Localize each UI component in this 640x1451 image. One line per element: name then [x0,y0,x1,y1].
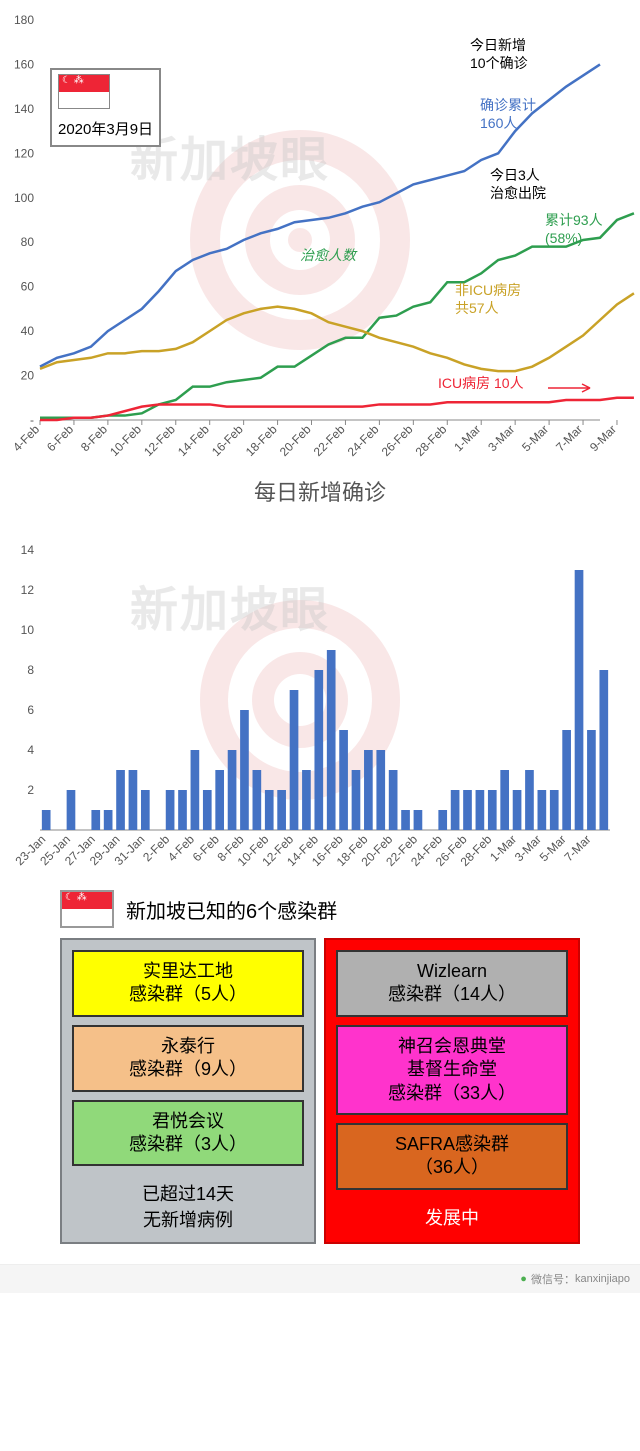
flag-icon: ☾ ⁂ [58,74,110,109]
svg-text:6-Feb: 6-Feb [190,832,222,864]
svg-text:4-Feb: 4-Feb [10,422,42,454]
svg-text:7-Mar: 7-Mar [561,832,593,864]
svg-text:9-Mar: 9-Mar [587,422,619,454]
svg-text:22-Feb: 22-Feb [311,422,348,459]
svg-text:今日新增: 今日新增 [470,37,526,53]
svg-text:160人: 160人 [480,115,517,131]
clusters-title: 新加坡已知的6个感染群 [126,895,337,924]
svg-text:60: 60 [21,280,35,294]
svg-text:140: 140 [14,102,34,116]
svg-text:6: 6 [27,703,34,717]
svg-text:10: 10 [21,623,35,637]
cluster-box: 实里达工地感染群（5人） [72,950,304,1017]
cluster-box: SAFRA感染群（36人） [336,1123,568,1190]
svg-text:20: 20 [21,369,35,383]
svg-text:2: 2 [27,783,34,797]
svg-text:今日3人: 今日3人 [490,167,540,183]
cluster-footer: 已超过14天无新增病例 [72,1174,304,1232]
svg-text:26-Feb: 26-Feb [379,422,416,459]
cluster-box: 永泰行感染群（9人） [72,1025,304,1092]
cluster-footer: 发展中 [336,1198,568,1230]
svg-text:非ICU病房: 非ICU病房 [455,282,521,298]
svg-text:4-Feb: 4-Feb [165,832,197,864]
clusters-panel: ☾ ⁂ 新加坡已知的6个感染群 实里达工地感染群（5人） 永泰行感染群（9人） 君悦… [0,890,640,1264]
svg-text:5-Mar: 5-Mar [519,422,551,454]
svg-text:180: 180 [14,13,34,27]
svg-text:2-Feb: 2-Feb [140,832,172,864]
svg-text:24-Feb: 24-Feb [345,422,382,459]
cluster-box: Wizlearn感染群（14人） [336,950,568,1017]
svg-text:1-Mar: 1-Mar [487,832,519,864]
bar-chart-svg: 每日新增确诊246810121423-Jan25-Jan27-Jan29-Jan… [0,470,640,890]
svg-text:12: 12 [21,583,35,597]
svg-text:ICU病房 10人: ICU病房 10人 [438,375,524,391]
svg-text:(58%): (58%) [545,230,582,246]
svg-text:12-Feb: 12-Feb [141,422,178,459]
svg-text:治愈出院: 治愈出院 [490,185,546,201]
svg-text:40: 40 [21,324,35,338]
svg-text:3-Mar: 3-Mar [512,832,544,864]
clusters-closed-column: 实里达工地感染群（5人） 永泰行感染群（9人） 君悦会议感染群（3人） 已超过14天无… [60,938,316,1244]
clusters-active-column: Wizlearn感染群（14人） 神召会恩典堂基督生命堂感染群（33人） SAFRA… [324,938,580,1244]
svg-text:80: 80 [21,235,35,249]
svg-text:14-Feb: 14-Feb [175,422,212,459]
chart-date-label: 2020年3月9日 [58,118,153,139]
bar-chart-panel: 新加坡眼 每日新增确诊246810121423-Jan25-Jan27-Jan2… [0,470,640,890]
cluster-box: 神召会恩典堂基督生命堂感染群（33人） [336,1025,568,1115]
svg-text:160: 160 [14,57,34,71]
cluster-box: 君悦会议感染群（3人） [72,1100,304,1167]
svg-text:1-Mar: 1-Mar [451,422,483,454]
svg-text:4: 4 [27,743,34,757]
svg-text:100: 100 [14,191,34,205]
wechat-id: kanxinjiapo [575,1273,630,1285]
svg-text:10个确诊: 10个确诊 [470,55,528,71]
wechat-label: 微信号： [531,1271,575,1287]
svg-text:120: 120 [14,146,34,160]
svg-text:治愈人数: 治愈人数 [300,247,358,263]
svg-text:6-Feb: 6-Feb [44,422,76,454]
svg-text:16-Feb: 16-Feb [209,422,246,459]
line-chart-panel: 新加坡眼 -204060801001201401601804-Feb6-Feb8… [0,0,640,470]
svg-text:18-Feb: 18-Feb [243,422,280,459]
wechat-bar: ● 微信号： kanxinjiapo [0,1264,640,1293]
svg-text:5-Mar: 5-Mar [537,832,569,864]
svg-text:8: 8 [27,663,34,677]
svg-text:确诊累计: 确诊累计 [480,97,536,113]
svg-text:3-Mar: 3-Mar [485,422,517,454]
svg-text:累计93人: 累计93人 [545,212,603,228]
svg-text:8-Feb: 8-Feb [78,422,110,454]
svg-text:10-Feb: 10-Feb [107,422,144,459]
svg-text:28-Feb: 28-Feb [413,422,450,459]
flag-icon: ☾ ⁂ [60,890,114,928]
svg-text:7-Mar: 7-Mar [553,422,585,454]
svg-text:20-Feb: 20-Feb [277,422,314,459]
svg-text:14: 14 [21,543,35,557]
svg-text:每日新增确诊: 每日新增确诊 [254,480,386,505]
svg-text:共57人: 共57人 [455,300,499,316]
